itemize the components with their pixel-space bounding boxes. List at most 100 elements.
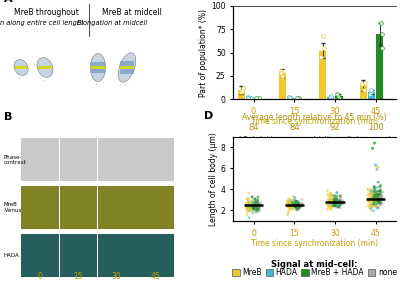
Point bbox=[331, 196, 338, 201]
Bar bbox=[98, 234, 136, 277]
Point bbox=[288, 200, 294, 205]
Point bbox=[327, 193, 334, 197]
Point bbox=[250, 205, 256, 210]
Point bbox=[334, 199, 340, 204]
Point bbox=[245, 95, 252, 99]
Text: MreB
-Venus: MreB -Venus bbox=[4, 202, 22, 213]
Bar bbox=[254, 98, 261, 99]
Point bbox=[371, 204, 378, 209]
Point bbox=[331, 198, 338, 203]
Point bbox=[291, 201, 297, 206]
Point bbox=[369, 146, 376, 151]
Point bbox=[371, 198, 378, 202]
Point bbox=[376, 199, 383, 203]
Point bbox=[378, 191, 384, 196]
Point bbox=[289, 203, 295, 207]
Point bbox=[379, 194, 385, 198]
Point bbox=[292, 196, 298, 200]
Point bbox=[372, 194, 378, 199]
Point bbox=[324, 192, 331, 197]
Point bbox=[325, 203, 332, 207]
Point bbox=[378, 20, 384, 25]
Point bbox=[378, 32, 385, 36]
Point bbox=[250, 204, 256, 208]
Point bbox=[332, 203, 339, 208]
Text: MreB at midcell: MreB at midcell bbox=[102, 8, 162, 17]
Point bbox=[248, 208, 254, 212]
Point bbox=[292, 202, 298, 207]
Point bbox=[325, 197, 332, 202]
Point bbox=[250, 198, 256, 203]
Point bbox=[256, 204, 262, 209]
Point bbox=[250, 196, 256, 201]
Point bbox=[253, 199, 260, 204]
Point bbox=[372, 193, 378, 198]
Point bbox=[250, 207, 256, 212]
Point bbox=[293, 204, 300, 208]
Point bbox=[254, 205, 260, 210]
Point bbox=[374, 196, 380, 201]
Point bbox=[332, 201, 339, 206]
Point bbox=[371, 141, 378, 145]
Point bbox=[285, 198, 292, 202]
Point bbox=[248, 206, 254, 210]
Bar bbox=[360, 85, 367, 99]
Point bbox=[288, 205, 294, 209]
Point bbox=[321, 46, 328, 50]
Point bbox=[294, 204, 300, 208]
Point bbox=[339, 201, 345, 206]
Point bbox=[293, 201, 300, 206]
Point bbox=[279, 74, 286, 78]
Point bbox=[379, 201, 385, 205]
Point bbox=[331, 201, 338, 206]
Point bbox=[292, 202, 298, 207]
Point bbox=[366, 198, 372, 203]
Point bbox=[336, 199, 343, 203]
Point bbox=[366, 195, 372, 200]
Point bbox=[286, 203, 293, 208]
Bar bbox=[21, 186, 59, 229]
Point bbox=[244, 200, 251, 205]
Point bbox=[286, 203, 292, 208]
Point bbox=[330, 204, 336, 208]
Point bbox=[358, 82, 365, 87]
Point bbox=[368, 187, 374, 192]
Point bbox=[335, 204, 341, 209]
Point bbox=[378, 192, 384, 197]
Point bbox=[292, 199, 298, 204]
Bar bbox=[21, 138, 59, 181]
Point bbox=[246, 207, 252, 211]
Point bbox=[327, 198, 334, 203]
Point bbox=[291, 205, 298, 210]
Bar bbox=[368, 92, 375, 99]
Point bbox=[376, 194, 382, 199]
Point bbox=[365, 193, 371, 197]
Bar bbox=[319, 51, 326, 99]
Point bbox=[245, 205, 252, 210]
Point bbox=[255, 201, 262, 206]
Point bbox=[243, 201, 250, 205]
Point bbox=[374, 200, 380, 205]
Point bbox=[288, 204, 294, 209]
Point bbox=[290, 201, 297, 205]
Point bbox=[331, 199, 338, 203]
Point bbox=[295, 201, 302, 205]
Point bbox=[369, 190, 375, 194]
Point bbox=[327, 200, 334, 205]
Point bbox=[377, 201, 383, 206]
Point bbox=[256, 205, 263, 209]
Point bbox=[374, 192, 380, 196]
Point bbox=[249, 206, 255, 211]
Point bbox=[330, 195, 336, 200]
Point bbox=[371, 194, 377, 199]
Point bbox=[377, 193, 383, 197]
Point bbox=[375, 180, 382, 185]
Point bbox=[289, 201, 295, 206]
Point bbox=[328, 200, 334, 205]
Point bbox=[296, 206, 302, 211]
Point bbox=[320, 33, 326, 38]
Bar bbox=[376, 34, 383, 99]
Point bbox=[253, 96, 260, 101]
Point bbox=[325, 199, 332, 203]
Point bbox=[252, 203, 259, 208]
